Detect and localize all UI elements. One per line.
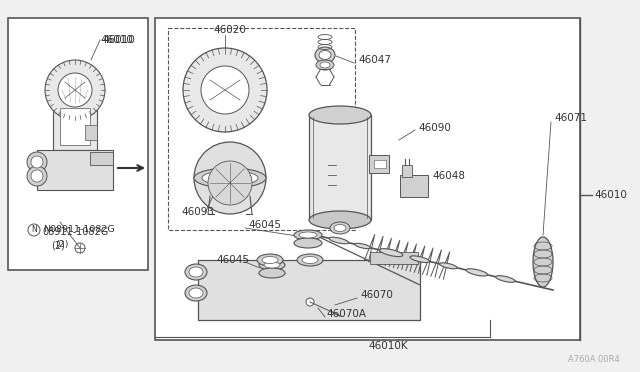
Ellipse shape: [355, 243, 371, 248]
Circle shape: [31, 156, 43, 168]
Text: 46010: 46010: [100, 35, 133, 45]
Ellipse shape: [202, 170, 258, 186]
Circle shape: [75, 243, 85, 253]
Ellipse shape: [185, 285, 207, 301]
Polygon shape: [402, 165, 412, 177]
Polygon shape: [374, 160, 386, 168]
Ellipse shape: [334, 224, 346, 231]
Circle shape: [208, 161, 252, 205]
Ellipse shape: [189, 288, 203, 298]
Text: 46070: 46070: [360, 290, 393, 300]
Ellipse shape: [185, 264, 207, 280]
Ellipse shape: [259, 268, 285, 278]
Text: 46070A: 46070A: [326, 309, 366, 319]
Ellipse shape: [380, 248, 403, 257]
Ellipse shape: [533, 237, 553, 287]
Polygon shape: [370, 252, 418, 264]
Text: (2): (2): [55, 240, 68, 248]
Ellipse shape: [315, 47, 335, 63]
Circle shape: [183, 48, 267, 132]
Polygon shape: [8, 18, 148, 270]
Polygon shape: [198, 260, 420, 320]
Ellipse shape: [264, 262, 280, 268]
Text: 46048: 46048: [432, 171, 465, 181]
Ellipse shape: [319, 51, 331, 60]
Ellipse shape: [189, 267, 203, 277]
Circle shape: [27, 166, 47, 186]
Polygon shape: [155, 18, 580, 340]
Circle shape: [58, 73, 92, 107]
Text: 08911-1082G: 08911-1082G: [42, 227, 108, 237]
Ellipse shape: [466, 269, 488, 276]
Circle shape: [306, 298, 314, 306]
Ellipse shape: [302, 257, 318, 263]
Ellipse shape: [309, 211, 371, 229]
Text: A760A 00R4: A760A 00R4: [568, 356, 620, 365]
Ellipse shape: [316, 60, 334, 70]
Ellipse shape: [320, 62, 330, 68]
Polygon shape: [369, 155, 389, 173]
Polygon shape: [85, 125, 97, 140]
Ellipse shape: [329, 237, 349, 244]
Ellipse shape: [294, 238, 322, 248]
Circle shape: [201, 66, 249, 114]
Ellipse shape: [297, 254, 323, 266]
Ellipse shape: [262, 257, 278, 263]
Ellipse shape: [294, 230, 322, 240]
Text: (2): (2): [51, 240, 65, 250]
Text: 46020: 46020: [214, 25, 246, 35]
Ellipse shape: [440, 263, 457, 269]
Polygon shape: [53, 102, 97, 150]
Polygon shape: [309, 115, 371, 220]
Text: 46045: 46045: [216, 255, 249, 265]
Polygon shape: [400, 175, 428, 197]
Polygon shape: [37, 150, 113, 190]
Text: 46010: 46010: [594, 190, 627, 200]
Circle shape: [28, 224, 40, 236]
Text: 46045: 46045: [248, 220, 281, 230]
Text: 46090: 46090: [418, 123, 451, 133]
Circle shape: [45, 60, 105, 120]
Text: 46071: 46071: [554, 113, 587, 123]
Text: N08911-1082G: N08911-1082G: [43, 225, 115, 234]
Ellipse shape: [194, 168, 266, 188]
Ellipse shape: [495, 276, 515, 282]
Ellipse shape: [257, 254, 283, 266]
Text: 46010: 46010: [102, 35, 135, 45]
Text: 46010K: 46010K: [368, 341, 408, 351]
Polygon shape: [90, 152, 113, 165]
Polygon shape: [60, 108, 90, 145]
Ellipse shape: [309, 106, 371, 124]
Text: 46047: 46047: [358, 55, 391, 65]
Text: 46093: 46093: [181, 207, 214, 217]
Circle shape: [194, 142, 266, 214]
Circle shape: [27, 152, 47, 172]
Ellipse shape: [330, 222, 350, 234]
Circle shape: [31, 170, 43, 182]
Ellipse shape: [259, 260, 285, 270]
Ellipse shape: [410, 256, 429, 263]
Ellipse shape: [299, 232, 317, 238]
Text: N: N: [31, 225, 37, 234]
